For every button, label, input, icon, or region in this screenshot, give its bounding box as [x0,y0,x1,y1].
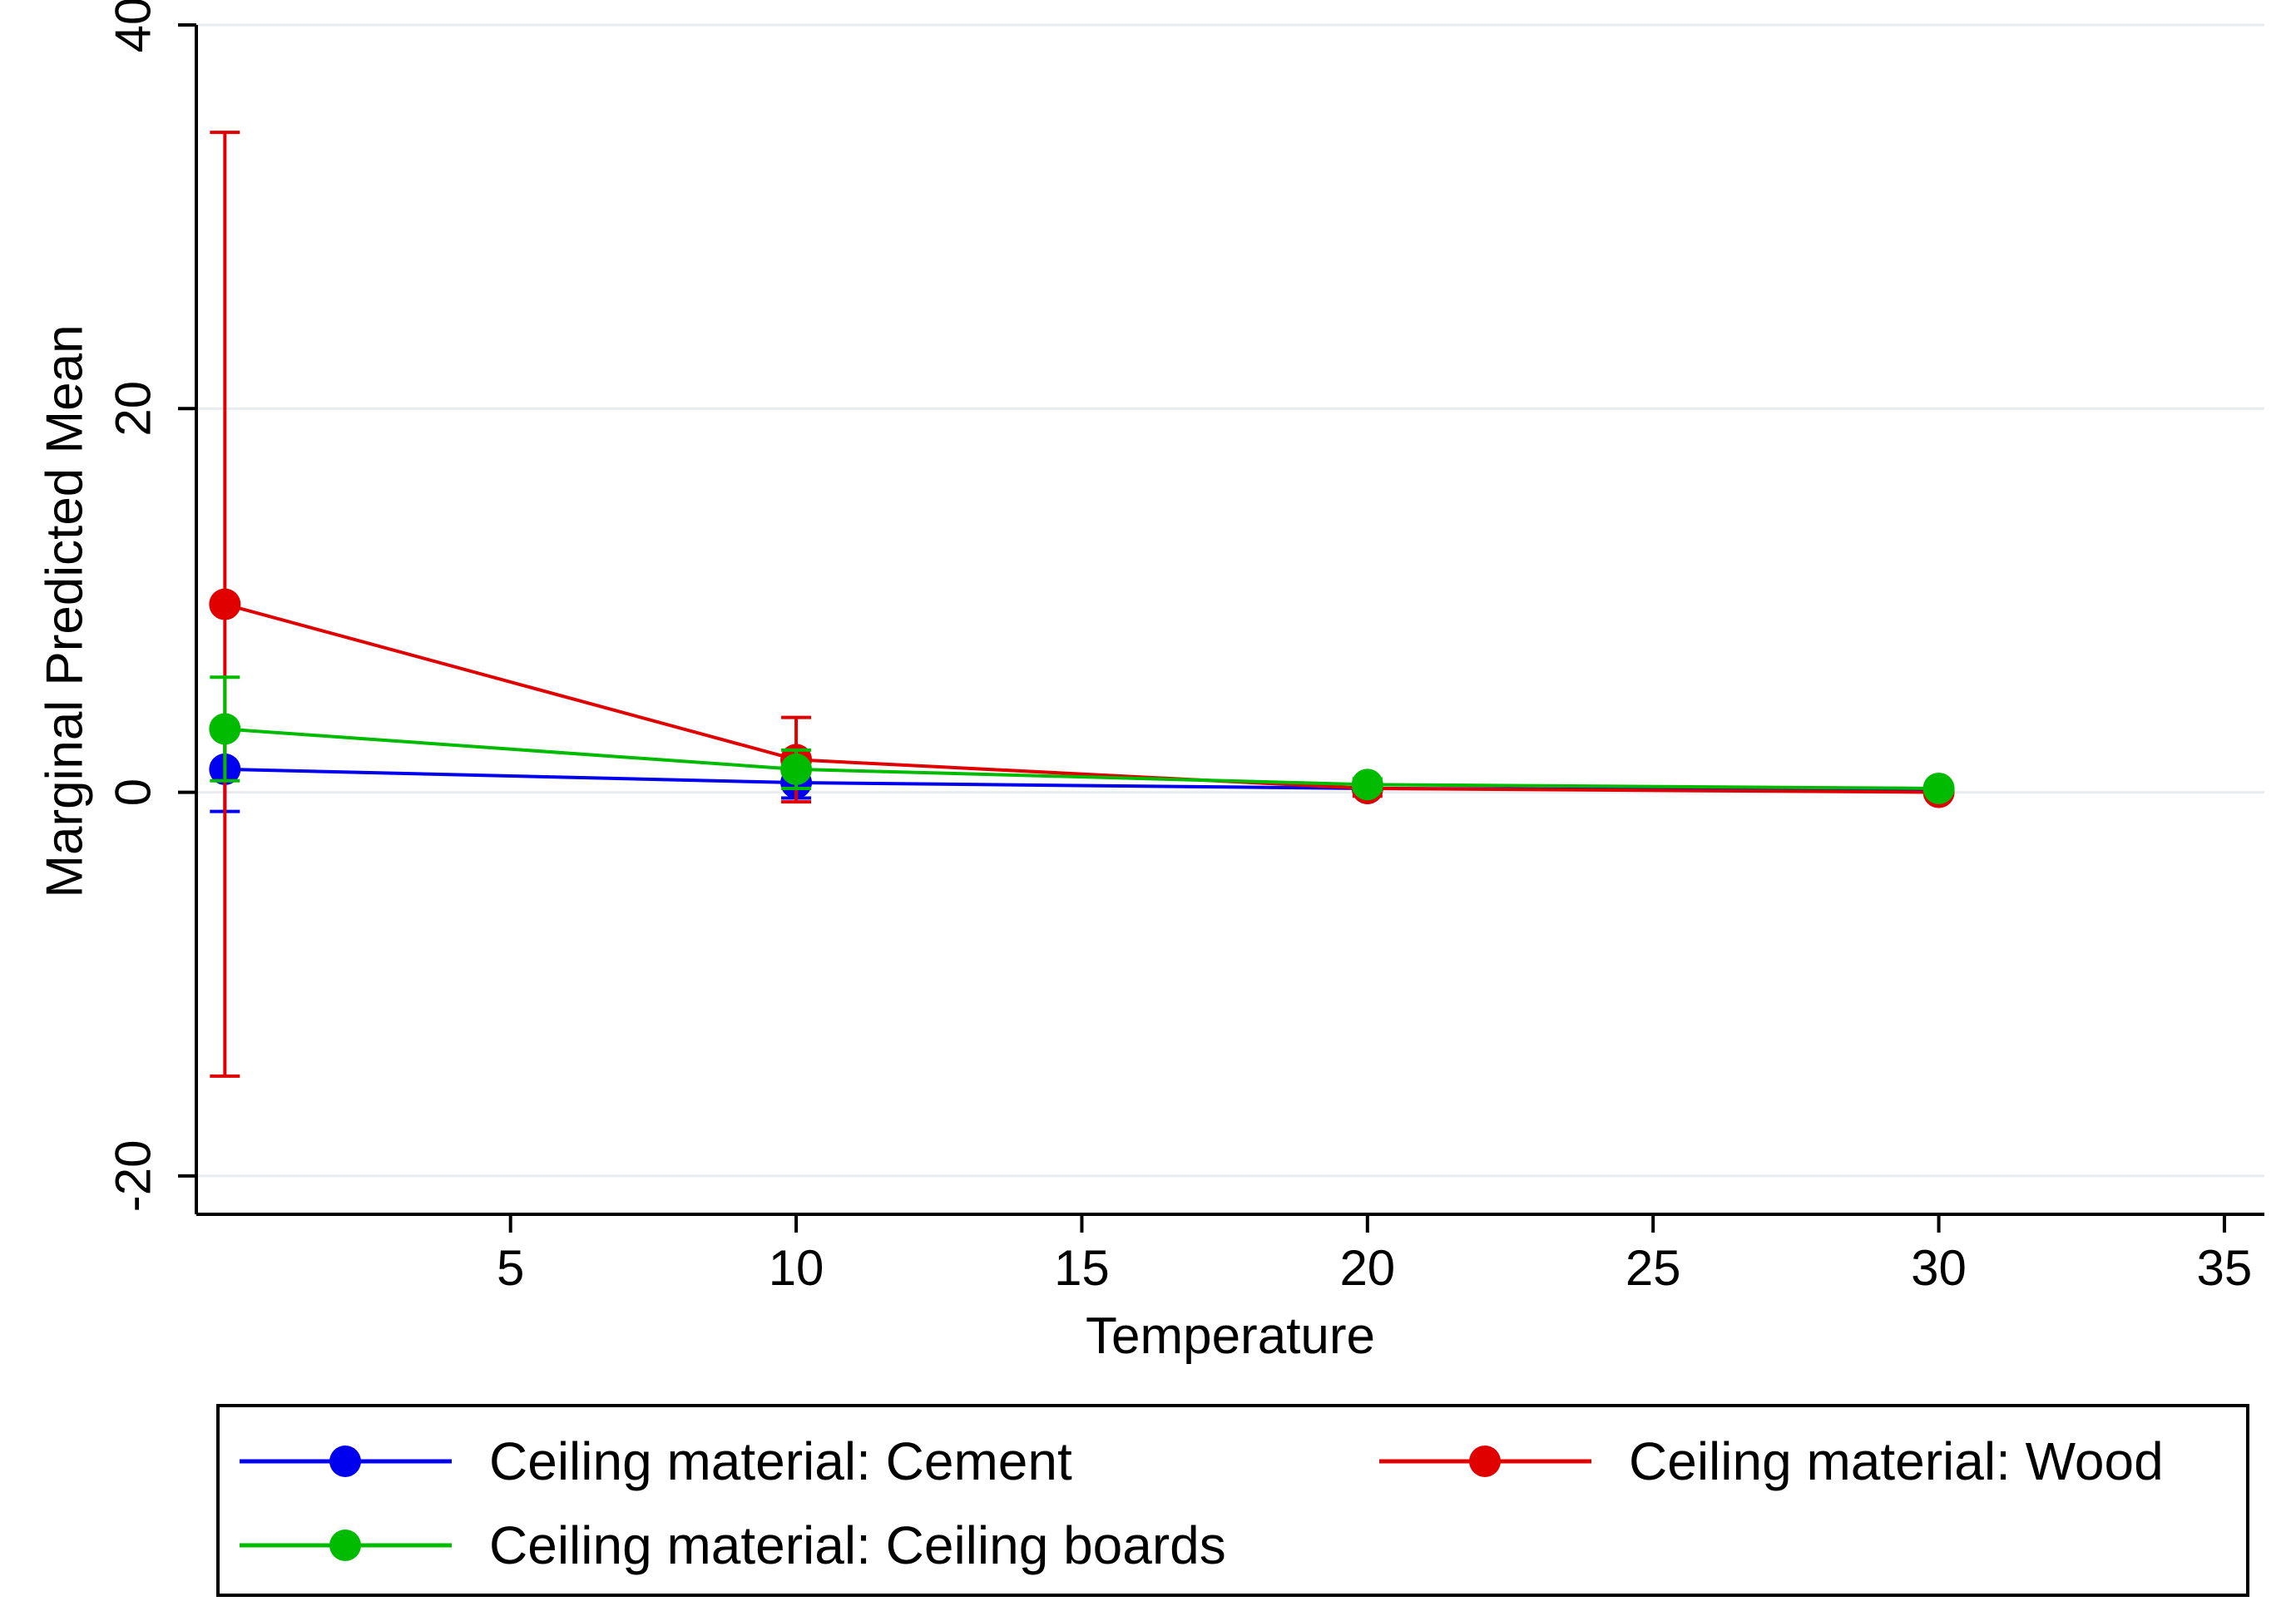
legend-swatch-marker [329,1530,361,1561]
legend-item-ceiling-material-wood: Ceiling material: Wood [1379,1431,2164,1491]
y-tick-label: 0 [106,778,161,806]
series-layer [209,131,1955,1078]
x-tick-label: 30 [1911,1240,1967,1296]
data-point [209,588,241,620]
y-tick-label: 40 [106,0,161,52]
data-point [1922,772,1955,804]
data-point [1351,768,1383,801]
legend-swatch-marker [1469,1446,1501,1477]
legend-box [216,1404,2249,1597]
legend-label: Ceiling material: Cement [489,1431,1072,1491]
series-ceiling-material-cement [209,725,1955,813]
x-tick-label: 5 [497,1240,524,1296]
series-ceiling-material-wood [209,131,1955,1078]
x-tick-label: 20 [1339,1240,1395,1296]
legend-swatch-marker [329,1446,361,1477]
x-tick-label: 25 [1626,1240,1681,1296]
series-line [225,727,1939,790]
x-tick-label: 35 [2197,1240,2253,1296]
legend-label: Ceiling material: Ceiling boards [489,1515,1226,1575]
grid-layer [196,23,2264,1178]
legend: Ceiling material: Cement Ceiling material… [216,1404,2249,1597]
data-point [780,753,813,785]
legend-label: Ceiling material: Wood [1629,1431,2164,1491]
series-ceiling-material-ceiling-boards [209,675,1955,804]
legend-item-ceiling-material-ceiling-boards: Ceiling material: Ceiling boards [240,1515,1226,1575]
y-axis-title: Marginal Predicted Mean [37,324,94,897]
axes-layer: -20 0 20 40 5 10 15 20 25 30 35 Temperature Marginal… [37,0,2264,1365]
x-tick-label: 15 [1054,1240,1110,1296]
x-tick-label: 10 [769,1240,824,1296]
x-axis-title: Temperature [1086,1307,1375,1365]
y-tick-label: -20 [106,1140,161,1213]
data-point [209,713,241,745]
series-line [224,602,1939,794]
y-tick-label: 20 [106,381,161,437]
legend-item-ceiling-material-cement: Ceiling material: Cement [240,1431,1072,1491]
